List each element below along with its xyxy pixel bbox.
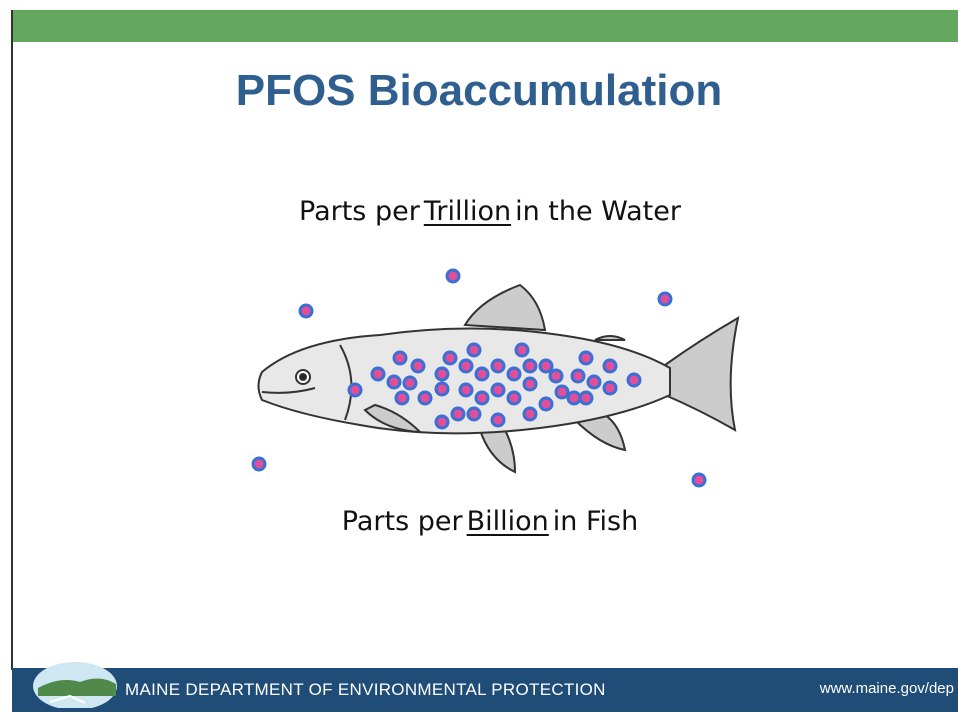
particle — [392, 350, 408, 366]
particle — [466, 342, 482, 358]
particle — [410, 358, 426, 374]
adipose-fin — [594, 335, 626, 341]
particle — [434, 414, 450, 430]
particle — [578, 350, 594, 366]
logo-hills — [38, 678, 116, 696]
gill — [339, 344, 353, 421]
particle — [466, 406, 482, 422]
particle — [370, 366, 386, 382]
particle — [538, 396, 554, 412]
dorsal-fin — [463, 283, 547, 332]
particle — [538, 358, 554, 374]
particle — [434, 381, 450, 397]
caption-text: in the Water — [515, 196, 681, 227]
particle — [450, 406, 466, 422]
particle — [548, 368, 564, 384]
logo — [33, 662, 117, 708]
caption-underlined: Billion — [466, 506, 549, 537]
particle — [445, 268, 461, 284]
particle — [434, 366, 450, 382]
particle — [394, 390, 410, 406]
particle — [522, 376, 538, 392]
particle — [586, 374, 602, 390]
particle — [522, 358, 538, 374]
particle — [554, 384, 570, 400]
particle — [386, 374, 402, 390]
particle — [691, 472, 707, 488]
fish — [257, 283, 740, 474]
particle — [474, 366, 490, 382]
particle — [490, 358, 506, 374]
particle — [458, 358, 474, 374]
particle — [514, 342, 530, 358]
particle — [490, 412, 506, 428]
footer-url: www.maine.gov/dep — [819, 680, 954, 697]
particle — [602, 358, 618, 374]
particle — [402, 375, 418, 391]
particle — [657, 291, 673, 307]
mouth — [261, 387, 316, 394]
caption-text: Parts per — [341, 506, 463, 537]
caption-underlined: Trillion — [423, 196, 512, 227]
particle — [566, 390, 582, 406]
particle — [506, 366, 522, 382]
particle — [602, 380, 618, 396]
water-caption: Parts per Trillion in the Water — [0, 196, 958, 227]
pfos-particles — [251, 268, 707, 488]
particle — [490, 382, 506, 398]
footer-organization: MAINE DEPARTMENT OF ENVIRONMENTAL PROTEC… — [125, 680, 606, 699]
particle — [506, 390, 522, 406]
fish-caption: Parts per Billion in Fish — [0, 506, 958, 537]
pectoral-fin — [363, 403, 423, 434]
footer-bar: MAINE DEPARTMENT OF ENVIRONMENTAL PROTEC… — [12, 662, 958, 712]
caption-text: in Fish — [552, 506, 639, 537]
particle — [522, 406, 538, 422]
particle — [298, 303, 314, 319]
top-bar — [12, 10, 958, 42]
slide-title: PFOS Bioaccumulation — [235, 66, 723, 115]
caption-text: Parts per — [299, 196, 420, 227]
particle — [570, 368, 586, 384]
particle — [442, 350, 458, 366]
particle — [417, 390, 433, 406]
body — [257, 327, 671, 435]
particle — [474, 390, 490, 406]
anal-fin — [572, 413, 627, 452]
pupil — [299, 373, 307, 381]
particle — [347, 382, 363, 398]
logo-bird — [49, 694, 86, 704]
particle — [251, 456, 267, 472]
particle — [458, 382, 474, 398]
particle — [626, 372, 642, 388]
tail — [664, 316, 740, 432]
particle — [578, 390, 594, 406]
left-border — [11, 10, 13, 670]
pelvic-fin — [478, 429, 517, 474]
